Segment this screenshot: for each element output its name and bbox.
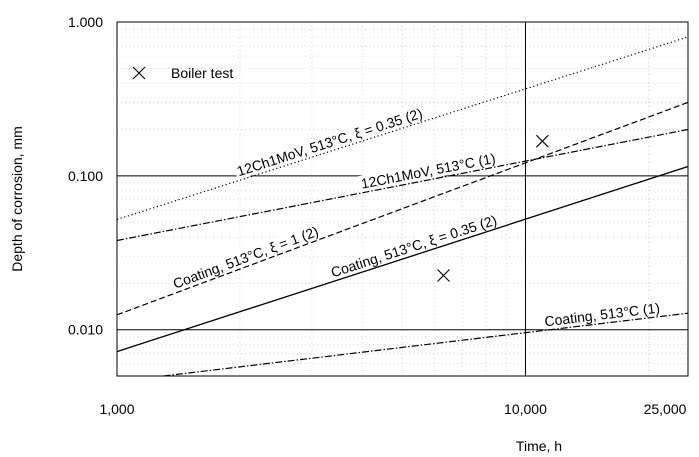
series-line-0: [116, 36, 689, 221]
x-tick-label: 10,000: [504, 401, 547, 417]
curve-label-coating-xi-1: Coating, 513°C, ξ = 1 (2): [168, 222, 323, 293]
curve-label-background: [232, 104, 427, 180]
boiler-test-points: [437, 134, 549, 282]
legend: Boiler test: [132, 65, 233, 81]
curve-label-background: [326, 211, 501, 281]
curve-label-layer: 12Ch1MoV, 513°C, ξ = 0.35 (2) 12Ch1MoV, …: [168, 104, 663, 330]
curve-label-background: [541, 299, 663, 330]
plot-frame: [116, 21, 689, 377]
series-line-3: [116, 165, 689, 353]
cross-stroke: [437, 269, 450, 282]
y-axis-title: Depth of corrosion, mm: [9, 126, 25, 272]
x-axis-title: Time, h: [516, 438, 562, 454]
legend-cross: [132, 66, 146, 80]
series-line-4: [163, 312, 689, 377]
legend-label: Boiler test: [171, 65, 233, 81]
series-layer: [116, 36, 689, 377]
cross-marker-icon: [132, 66, 146, 80]
y-tick-label: 0.010: [68, 322, 103, 338]
series-line-1: [116, 128, 689, 242]
x-tick-label: 25,000: [644, 401, 687, 417]
curve-label-coating-1: Coating, 513°C (1): [541, 299, 663, 330]
curve-label-text: Coating, 513°C (1): [544, 300, 661, 330]
cross-stroke: [535, 134, 549, 148]
curve-label-text: Coating, 513°C, ξ = 1 (2): [171, 223, 321, 292]
curve-label-coating-xi-035: Coating, 513°C, ξ = 0.35 (2): [326, 211, 501, 281]
minor-grid: [117, 22, 688, 377]
curve-label-background: [357, 149, 499, 193]
curve-label-background: [168, 222, 323, 293]
y-tick-label: 1.000: [68, 14, 103, 30]
data-point-cross: [437, 269, 450, 282]
cross-stroke: [132, 66, 146, 80]
series-line-2: [116, 101, 689, 316]
x-tick-label: 1,000: [99, 401, 134, 417]
y-tick-labels: 0.010 0.100 1.000: [68, 14, 103, 338]
data-point-cross: [535, 134, 549, 148]
x-tick-labels: 1,000 10,000 25,000: [99, 401, 686, 417]
y-tick-label: 0.100: [68, 168, 103, 184]
